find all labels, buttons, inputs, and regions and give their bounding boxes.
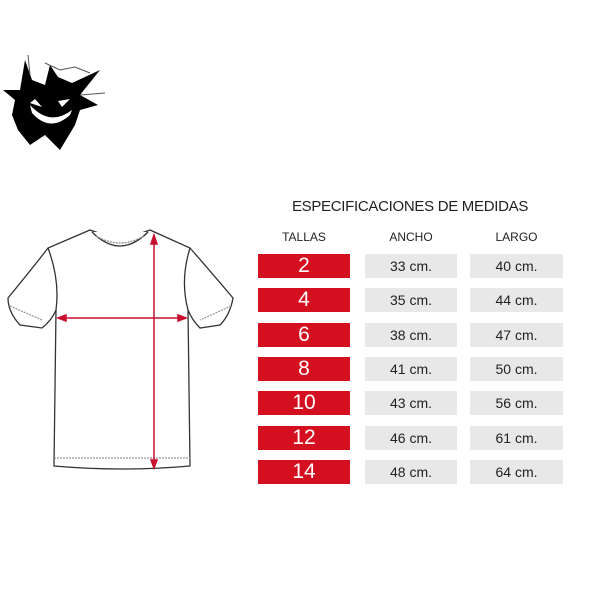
cell-largo: 61 cm. <box>470 425 563 450</box>
cell-ancho: 41 cm. <box>365 356 457 381</box>
cell-talla: 10 <box>258 391 350 416</box>
tshirt-diagram <box>7 229 234 471</box>
cell-talla: 4 <box>258 288 350 313</box>
cell-talla: 8 <box>258 356 350 381</box>
cell-ancho: 33 cm. <box>365 254 457 278</box>
header-ancho: ANCHO <box>389 230 433 244</box>
ghost-logo-icon <box>3 55 106 150</box>
cell-largo: 40 cm. <box>470 254 563 278</box>
cell-talla: 14 <box>258 459 350 484</box>
cell-ancho: 38 cm. <box>365 322 457 347</box>
header-largo: LARGO <box>495 230 538 244</box>
cell-largo: 47 cm. <box>470 322 563 347</box>
header-tallas: TALLAS <box>282 230 326 244</box>
chart-title: ESPECIFICACIONES DE MEDIDAS <box>291 198 529 215</box>
cell-ancho: 48 cm. <box>365 459 457 484</box>
cell-largo: 44 cm. <box>470 288 563 313</box>
cell-talla: 6 <box>258 322 350 347</box>
cell-largo: 50 cm. <box>470 356 563 381</box>
measurement-arrows <box>55 232 189 471</box>
cell-largo: 64 cm. <box>470 459 563 484</box>
cell-talla: 12 <box>258 425 350 450</box>
cell-largo: 56 cm. <box>470 391 563 416</box>
cell-ancho: 46 cm. <box>365 425 457 450</box>
cell-ancho: 35 cm. <box>365 288 457 313</box>
cell-talla: 2 <box>258 254 350 278</box>
cell-ancho: 43 cm. <box>365 391 457 416</box>
